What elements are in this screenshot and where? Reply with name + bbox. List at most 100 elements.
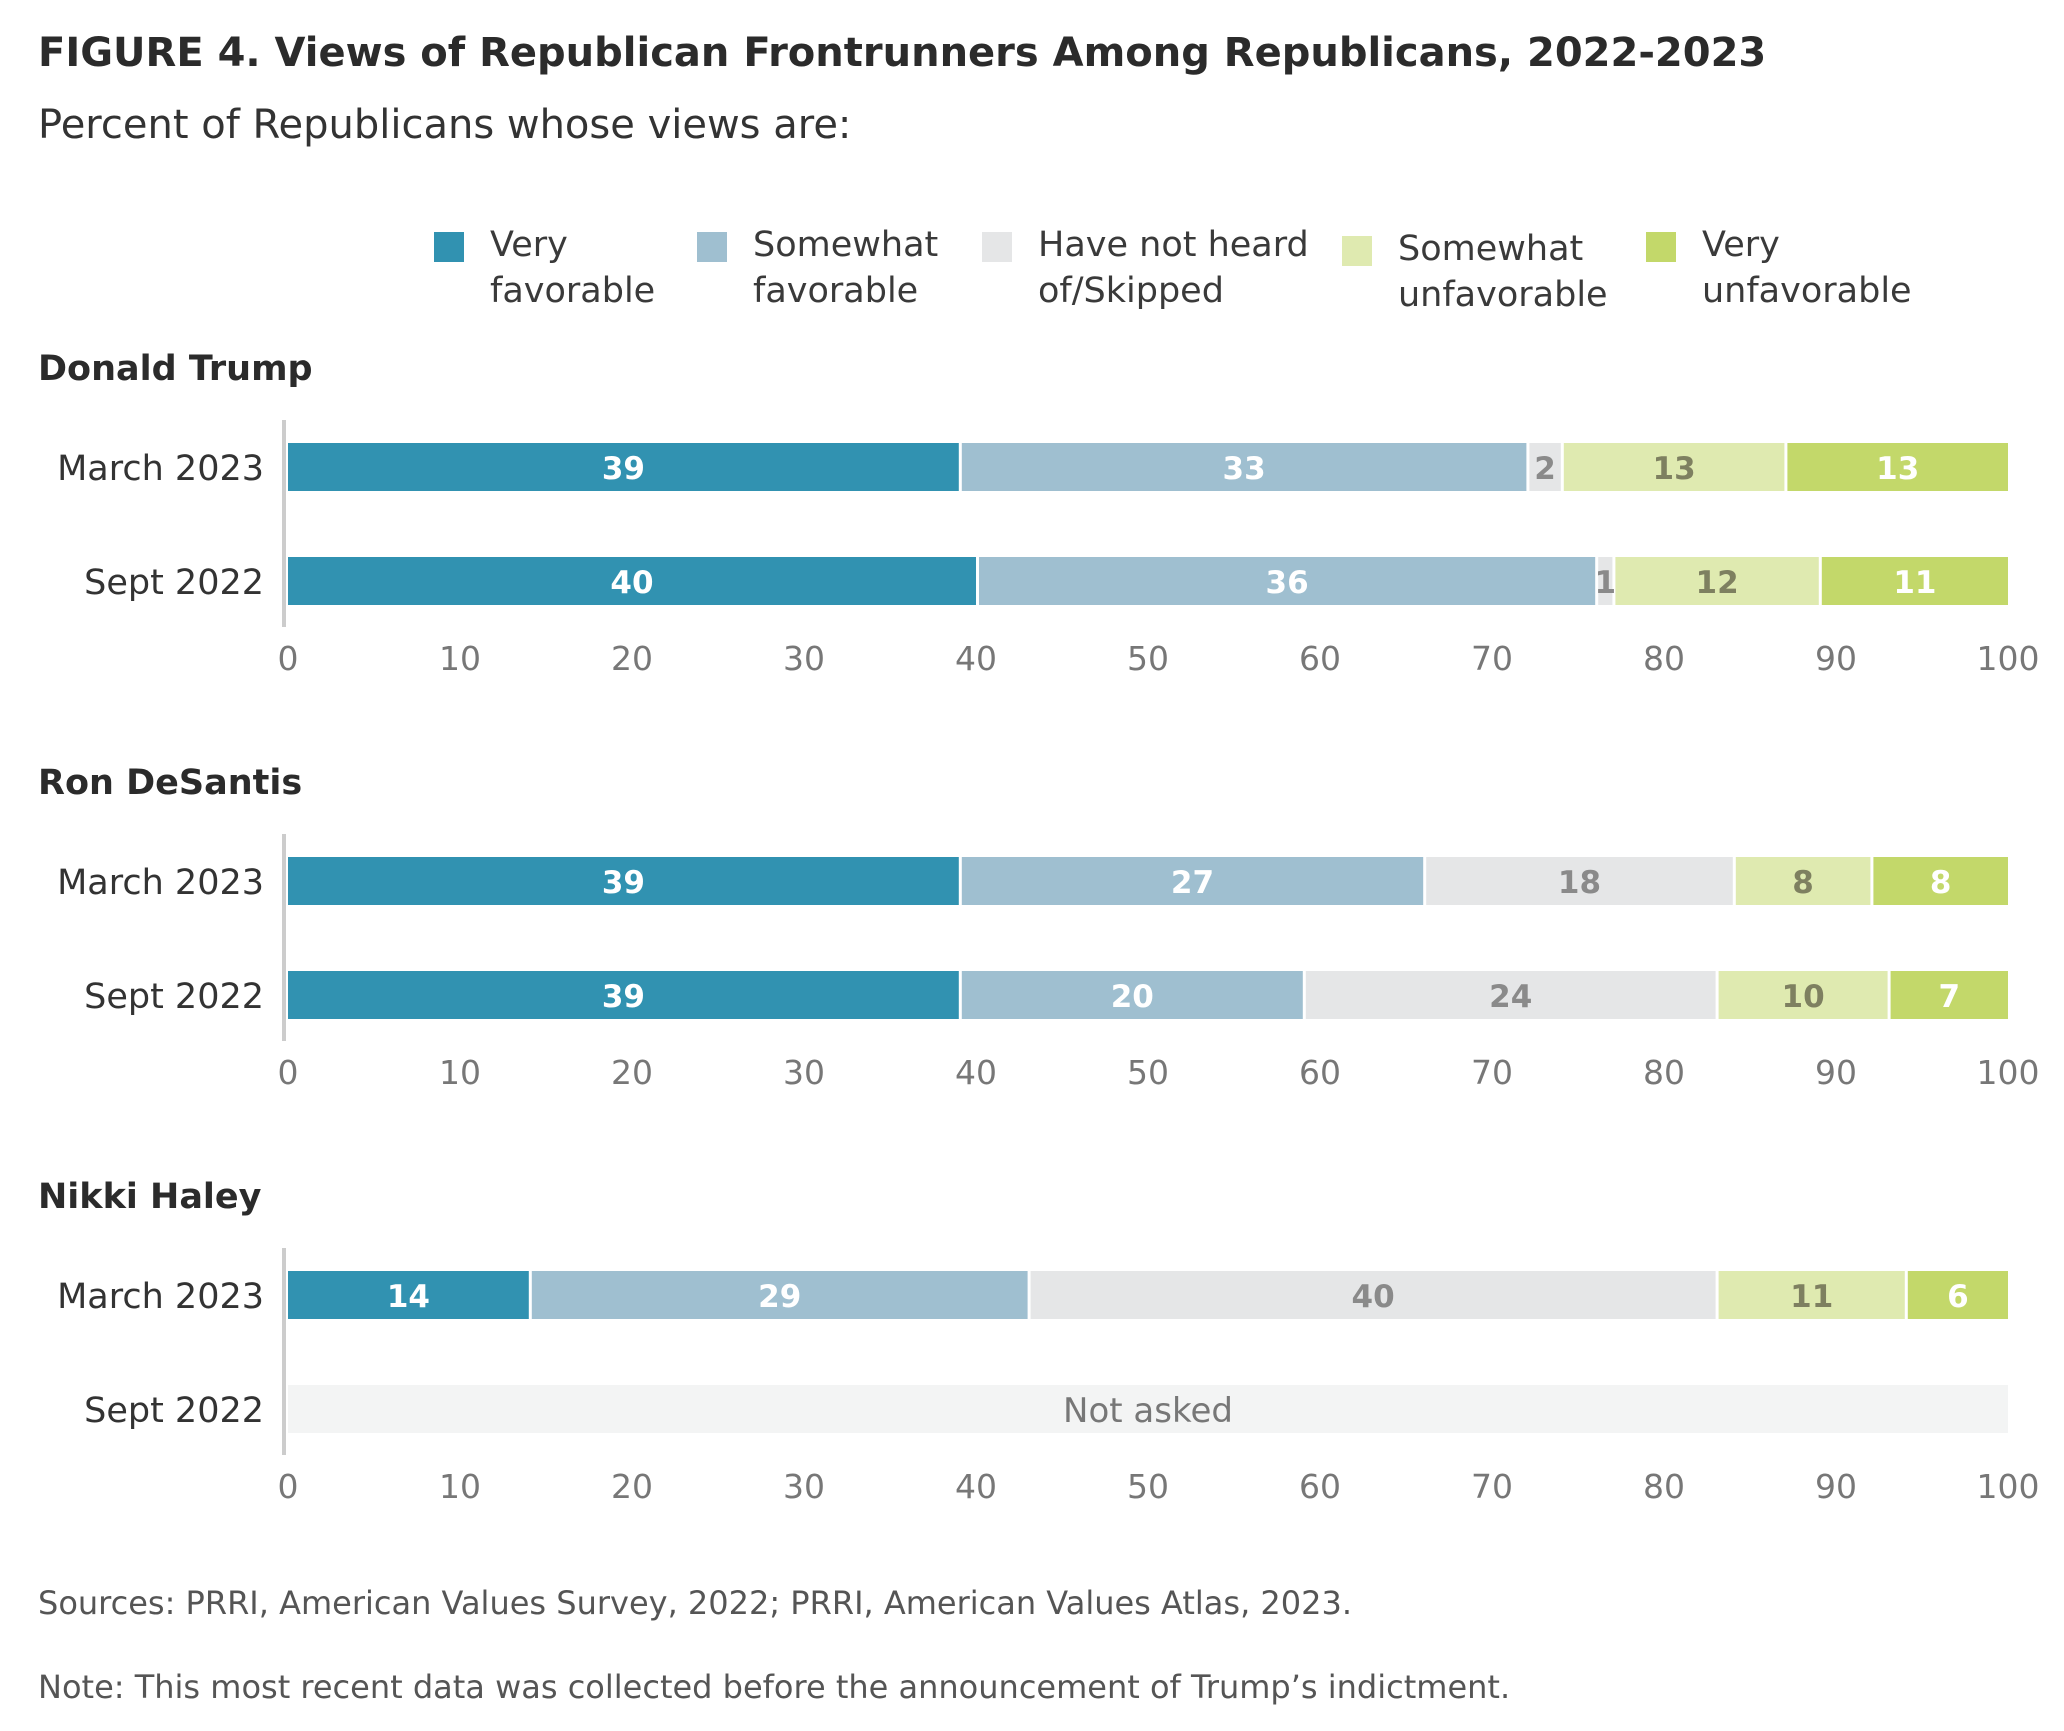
x-tick-label: 40 — [955, 1467, 997, 1506]
x-tick-label: 90 — [1815, 1467, 1857, 1506]
x-tick-label: 0 — [278, 1467, 299, 1506]
x-tick-label: 30 — [783, 639, 825, 678]
data-label: 11 — [1790, 1279, 1833, 1315]
x-tick-label: 100 — [1977, 639, 2040, 678]
x-tick-label: 10 — [439, 1467, 481, 1506]
bar-segment-not-heard — [1529, 443, 1561, 491]
panel-donald-trump: Donald Trump March 2023 39 33 2 13 13 Sept 2022… — [38, 349, 2040, 678]
data-label: 40 — [610, 565, 653, 601]
x-tick-label: 20 — [611, 1053, 653, 1092]
bar-segment-very-unfavorable — [1787, 443, 2008, 491]
row-label: Sept 2022 — [84, 563, 264, 603]
panel-ron-desantis: Ron DeSantis March 2023 39 27 18 8 8 Sept 2022 3… — [38, 763, 2040, 1092]
x-tick-label: 30 — [783, 1053, 825, 1092]
x-tick-label: 20 — [611, 639, 653, 678]
row-label: March 2023 — [57, 1277, 264, 1317]
bar-segment-somewhat-favorable — [961, 443, 1527, 491]
x-tick-label: 90 — [1815, 639, 1857, 678]
sources-text: Sources: PRRI, American Values Survey, 2… — [38, 1584, 1353, 1622]
figure-title: FIGURE 4. Views of Republican Frontrunne… — [38, 30, 1767, 76]
row-label: March 2023 — [57, 863, 264, 903]
data-label: 14 — [387, 1279, 430, 1315]
x-tick-label: 60 — [1299, 1053, 1341, 1092]
panel-nikki-haley: Nikki Haley March 2023 14 29 40 11 6 Sept 2022 N… — [38, 1177, 2040, 1506]
bar-segment-very-unfavorable — [1907, 1271, 2008, 1319]
bar-segment-somewhat-unfavorable — [1735, 857, 1871, 905]
bar-segment-very-unfavorable — [1890, 971, 2008, 1019]
bar-segment-very-favorable — [288, 443, 959, 491]
not-asked-bar — [288, 1385, 2008, 1433]
data-label: 13 — [1653, 451, 1696, 487]
bar-segment-somewhat-favorable — [979, 557, 1596, 605]
bar-segment-not-heard — [1305, 971, 1716, 1019]
panel-title: Donald Trump — [38, 349, 313, 389]
x-tick-label: 40 — [955, 639, 997, 678]
x-tick-label: 0 — [278, 639, 299, 678]
x-tick-label: 10 — [439, 639, 481, 678]
bar-segment-very-unfavorable — [1873, 857, 2008, 905]
data-label: 6 — [1947, 1279, 1969, 1315]
x-tick-label: 50 — [1127, 1053, 1169, 1092]
x-tick-label: 70 — [1471, 1053, 1513, 1092]
data-label: 39 — [602, 451, 645, 487]
bar-segment-somewhat-unfavorable — [1563, 443, 1785, 491]
bar-segment-not-heard — [1426, 857, 1733, 905]
bar-segment-very-unfavorable — [1821, 557, 2008, 605]
data-label: 13 — [1876, 451, 1919, 487]
data-label: 39 — [602, 979, 645, 1015]
x-tick-label: 50 — [1127, 1467, 1169, 1506]
x-tick-label: 80 — [1643, 1467, 1685, 1506]
data-label: 29 — [758, 1279, 801, 1315]
data-label: 2 — [1534, 451, 1556, 487]
x-tick-label: 30 — [783, 1467, 825, 1506]
not-asked-label: Not asked — [1063, 1391, 1233, 1431]
data-label: 18 — [1558, 865, 1601, 901]
x-tick-label: 60 — [1299, 639, 1341, 678]
x-tick-label: 0 — [278, 1053, 299, 1092]
bar-segment-somewhat-unfavorable — [1615, 557, 1819, 605]
data-label: 8 — [1930, 865, 1952, 901]
data-label: 24 — [1489, 979, 1532, 1015]
x-tick-label: 100 — [1977, 1467, 2040, 1506]
data-label: 7 — [1939, 979, 1961, 1015]
data-label: 10 — [1782, 979, 1825, 1015]
x-tick-label: 70 — [1471, 1467, 1513, 1506]
data-label: 33 — [1223, 451, 1266, 487]
row-label: Sept 2022 — [84, 1391, 264, 1431]
data-label: 8 — [1792, 865, 1814, 901]
data-label: 27 — [1171, 865, 1214, 901]
x-tick-label: 80 — [1643, 1053, 1685, 1092]
row-label: March 2023 — [57, 449, 264, 489]
data-label: 1 — [1595, 565, 1617, 601]
data-label: 36 — [1266, 565, 1309, 601]
bar-segment-somewhat-favorable — [531, 1271, 1028, 1319]
bar-segment-somewhat-favorable — [961, 857, 1424, 905]
panel-title: Nikki Haley — [38, 1177, 262, 1217]
bar-segment-very-favorable — [288, 971, 959, 1019]
bar-segment-somewhat-unfavorable — [1718, 1271, 1905, 1319]
panel-title: Ron DeSantis — [38, 763, 302, 803]
x-tick-label: 90 — [1815, 1053, 1857, 1092]
row-label: Sept 2022 — [84, 977, 264, 1017]
data-label: 39 — [602, 865, 645, 901]
bar-segment-not-heard — [1030, 1271, 1716, 1319]
bar-segment-not-heard — [1598, 557, 1613, 605]
data-label: 20 — [1111, 979, 1154, 1015]
x-tick-label: 60 — [1299, 1467, 1341, 1506]
bar-segment-very-favorable — [288, 857, 959, 905]
note-text: Note: This most recent data was collecte… — [38, 1668, 1511, 1706]
figure-subtitle: Percent of Republicans whose views are: — [38, 102, 852, 148]
x-tick-label: 70 — [1471, 639, 1513, 678]
x-tick-label: 20 — [611, 1467, 653, 1506]
bar-segment-somewhat-unfavorable — [1718, 971, 1888, 1019]
x-tick-label: 50 — [1127, 639, 1169, 678]
data-label: 12 — [1696, 565, 1739, 601]
bar-segment-somewhat-favorable — [961, 971, 1303, 1019]
bar-segment-very-favorable — [288, 1271, 529, 1319]
x-tick-label: 10 — [439, 1053, 481, 1092]
x-tick-label: 100 — [1977, 1053, 2040, 1092]
x-tick-label: 40 — [955, 1053, 997, 1092]
bar-segment-very-favorable — [288, 557, 976, 605]
data-label: 40 — [1352, 1279, 1395, 1315]
